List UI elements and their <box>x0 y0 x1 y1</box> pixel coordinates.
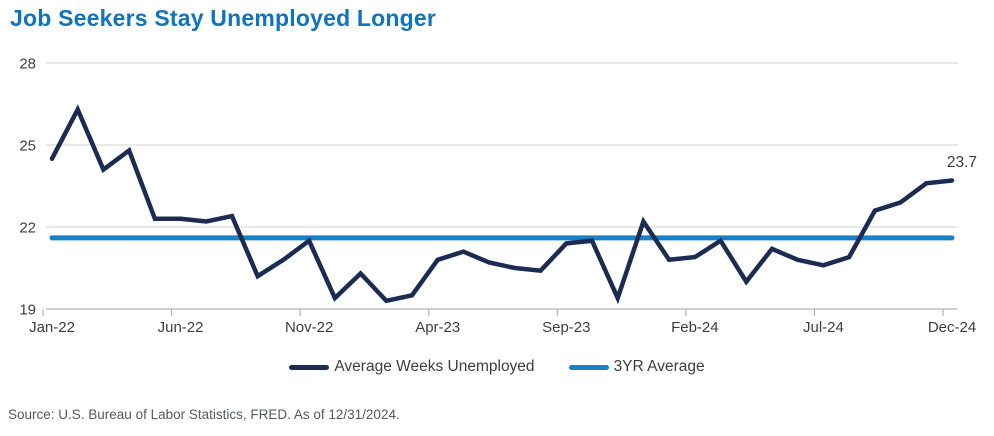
legend-item-average-weeks: Average Weeks Unemployed <box>289 358 535 376</box>
source-attribution: Source: U.S. Bureau of Labor Statistics,… <box>8 407 400 422</box>
y-tick-label: 22 <box>19 220 36 237</box>
three-year-average-line-swatch-icon <box>568 364 609 370</box>
y-tick-label: 25 <box>19 138 36 155</box>
y-tick-label: 19 <box>19 302 36 319</box>
y-tick-label: 28 <box>19 56 36 73</box>
chart-title: Job Seekers Stay Unemployed Longer <box>10 5 437 31</box>
x-tick-label: Apr-23 <box>415 319 460 336</box>
x-tick-label: Jun-22 <box>158 319 204 336</box>
legend-label: Average Weeks Unemployed <box>334 358 535 375</box>
chart-legend: Average Weeks Unemployed 3YR Average <box>0 358 994 376</box>
last-value-label: 23.7 <box>947 154 977 171</box>
x-tick-label: Dec-24 <box>928 319 976 336</box>
x-tick-label: Sep-23 <box>542 319 590 336</box>
x-tick-label: Nov-22 <box>285 319 333 336</box>
average-weeks-line-swatch-icon <box>289 364 330 370</box>
x-tick-label: Feb-24 <box>671 319 719 336</box>
legend-label: 3YR Average <box>613 358 705 375</box>
average-weeks-unemployed-line <box>49 104 955 305</box>
x-tick-label: Jul-24 <box>803 319 844 336</box>
legend-item-3yr-average: 3YR Average <box>568 358 705 376</box>
x-tick-label: Jan-22 <box>29 319 75 336</box>
